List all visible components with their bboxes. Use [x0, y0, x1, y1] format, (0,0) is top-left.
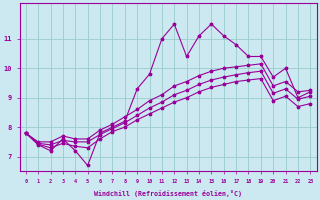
X-axis label: Windchill (Refroidissement éolien,°C): Windchill (Refroidissement éolien,°C): [94, 190, 242, 197]
